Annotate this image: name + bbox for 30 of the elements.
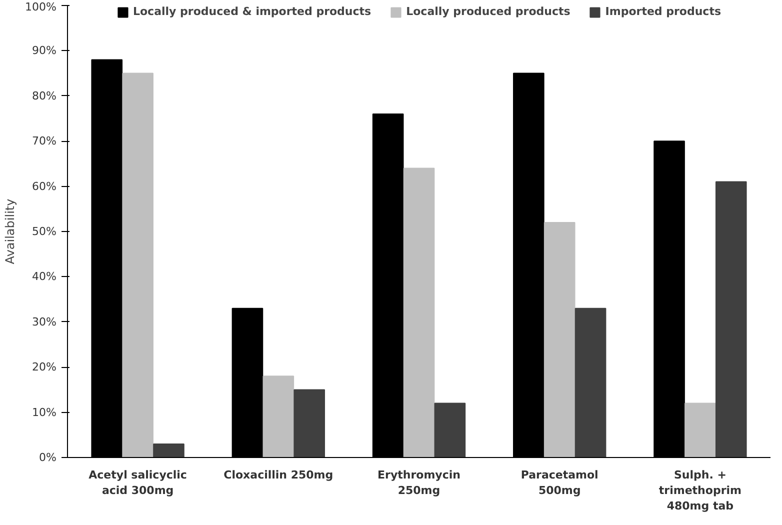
x-tick-label: Cloxacillin 250mg [224, 468, 334, 482]
y-tick-label: 80% [32, 89, 57, 102]
x-tick-label: Sulph. + trimethoprim 480mg tab [658, 468, 742, 513]
y-tick-label: 30% [32, 315, 57, 328]
y-tick-label: 0% [39, 451, 56, 464]
legend-label: Locally produced products [406, 5, 570, 18]
bar [122, 72, 154, 458]
bar [434, 402, 466, 458]
bar [574, 308, 606, 458]
y-tick-label: 40% [32, 270, 57, 284]
y-tick-label: 90% [32, 44, 57, 58]
x-tick-label: Erythromycin 250mg [378, 468, 460, 498]
bar [544, 222, 576, 458]
bar [403, 168, 435, 458]
y-tick-label: 70% [32, 134, 57, 148]
legend-label: Locally produced & imported products [132, 5, 372, 18]
y-tick-label: 50% [32, 225, 57, 238]
y-tick-label: 100% [25, 0, 57, 14]
bar [715, 181, 747, 458]
bar [294, 389, 325, 458]
y-tick-label: 60% [32, 180, 57, 193]
bar [153, 443, 184, 458]
x-tick-label: Paracetamol 500mg [520, 468, 598, 498]
legend-label: Imported products [605, 5, 722, 18]
y-axis-title: Availability [3, 198, 18, 264]
y-tick-label: 10% [32, 406, 57, 419]
bar [684, 402, 716, 458]
x-tick-label: Acetyl salicyclic acid 300mg [88, 468, 187, 498]
bar [262, 376, 294, 458]
y-tick-label: 20% [32, 360, 57, 374]
